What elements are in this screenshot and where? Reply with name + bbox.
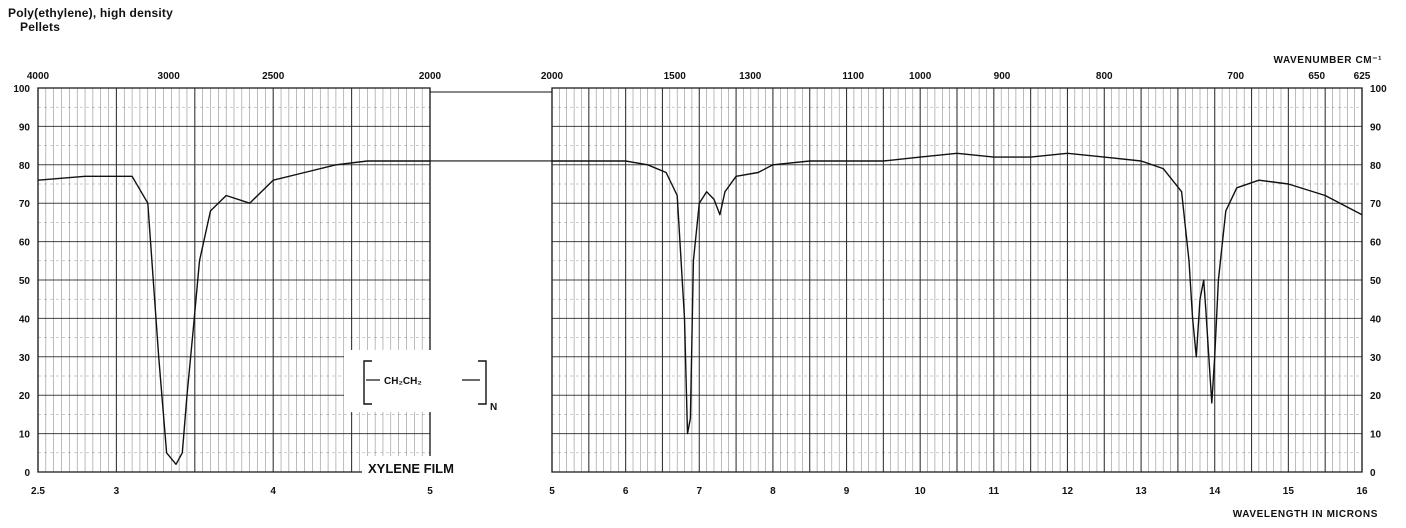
y-tick-label-left: 50	[19, 276, 31, 287]
x2-tick-label: 800	[1096, 71, 1113, 82]
spectrum-line-left	[37, 160, 430, 465]
x-tick-label: 2.5	[31, 486, 45, 497]
x2-tick-label: 1000	[909, 71, 932, 82]
x2-tick-label: 2000	[419, 71, 442, 82]
y-tick-label-left: 80	[19, 161, 31, 172]
x-tick-label: 4	[270, 486, 276, 497]
x2-tick-label: 2000	[541, 71, 564, 82]
x-tick-label: 16	[1356, 486, 1368, 497]
x-tick-label: 3	[114, 486, 120, 497]
x2-tick-label: 3000	[158, 71, 181, 82]
chart-title: Poly(ethylene), high density Pellets	[8, 6, 173, 34]
subtitle-text: Pellets	[20, 20, 61, 34]
y-tick-label-left: 10	[19, 430, 31, 441]
x-tick-label: 6	[623, 486, 629, 497]
y-tick-label-left: 100	[13, 84, 30, 95]
y-tick-label-right: 60	[1370, 238, 1382, 249]
y-tick-label-right: 80	[1370, 161, 1382, 172]
x2-tick-label: 1100	[842, 71, 864, 82]
x-tick-label: 12	[1062, 486, 1074, 497]
spectrum-line-right	[552, 152, 1363, 435]
formula-unit: CH₂CH₂	[384, 376, 422, 387]
y-tick-label-right: 40	[1370, 314, 1382, 325]
y-tick-label-right: 0	[1370, 468, 1376, 479]
y-tick-label-left: 60	[19, 238, 31, 249]
x2-tick-label: 4000	[27, 71, 50, 82]
x2-tick-label: 625	[1354, 71, 1371, 82]
chart-grid	[37, 87, 1363, 473]
x2-tick-label: 900	[994, 71, 1011, 82]
y-tick-label-left: 20	[19, 391, 31, 402]
x-tick-label: 9	[844, 486, 850, 497]
structure-formula: CH₂CH₂ N	[344, 350, 504, 413]
x-tick-label: 15	[1283, 486, 1295, 497]
y-tick-label-right: 10	[1370, 430, 1382, 441]
y-tick-label-left: 90	[19, 122, 31, 133]
y-tick-label-right: 90	[1370, 122, 1382, 133]
x-tick-label: 10	[915, 486, 927, 497]
x2-tick-label: 650	[1308, 71, 1325, 82]
x-tick-label: 11	[989, 486, 1000, 497]
y-tick-label-right: 100	[1370, 84, 1387, 95]
title-text: Poly(ethylene), high density	[8, 6, 173, 20]
y-tick-label-left: 0	[24, 468, 30, 479]
y-tick-label-left: 40	[19, 314, 31, 325]
y-tick-label-right: 70	[1370, 199, 1382, 210]
top-axis-title: WAVENUMBER CM⁻¹	[1273, 55, 1382, 66]
x-axis-title: WAVELENGTH IN MICRONS	[1233, 509, 1378, 520]
film-label-text: XYLENE FILM	[368, 461, 454, 476]
film-label: XYLENE FILM	[362, 456, 512, 480]
x2-tick-label: 1500	[664, 71, 687, 82]
x2-tick-label: 2500	[262, 71, 285, 82]
x-tick-label: 14	[1209, 486, 1221, 497]
x-tick-label: 7	[696, 486, 702, 497]
x2-tick-label: 700	[1227, 71, 1244, 82]
y-tick-label-left: 30	[19, 353, 31, 364]
y-tick-label-right: 30	[1370, 353, 1382, 364]
x-tick-label: 13	[1136, 486, 1148, 497]
x-tick-label: 5	[427, 486, 433, 497]
formula-subscript: N	[490, 402, 497, 413]
x-tick-label: 8	[770, 486, 776, 497]
x2-tick-label: 1300	[739, 71, 762, 82]
x-tick-label: 5	[549, 486, 555, 497]
y-tick-label-right: 50	[1370, 276, 1382, 287]
chart-axes: 0 0 10 10 20 20 30 30 40 40 50 50 60 60 70 70 80 80 90 90 10…	[13, 71, 1387, 497]
y-tick-label-right: 20	[1370, 391, 1382, 402]
y-tick-label-left: 70	[19, 199, 31, 210]
chart-series	[37, 152, 1363, 465]
